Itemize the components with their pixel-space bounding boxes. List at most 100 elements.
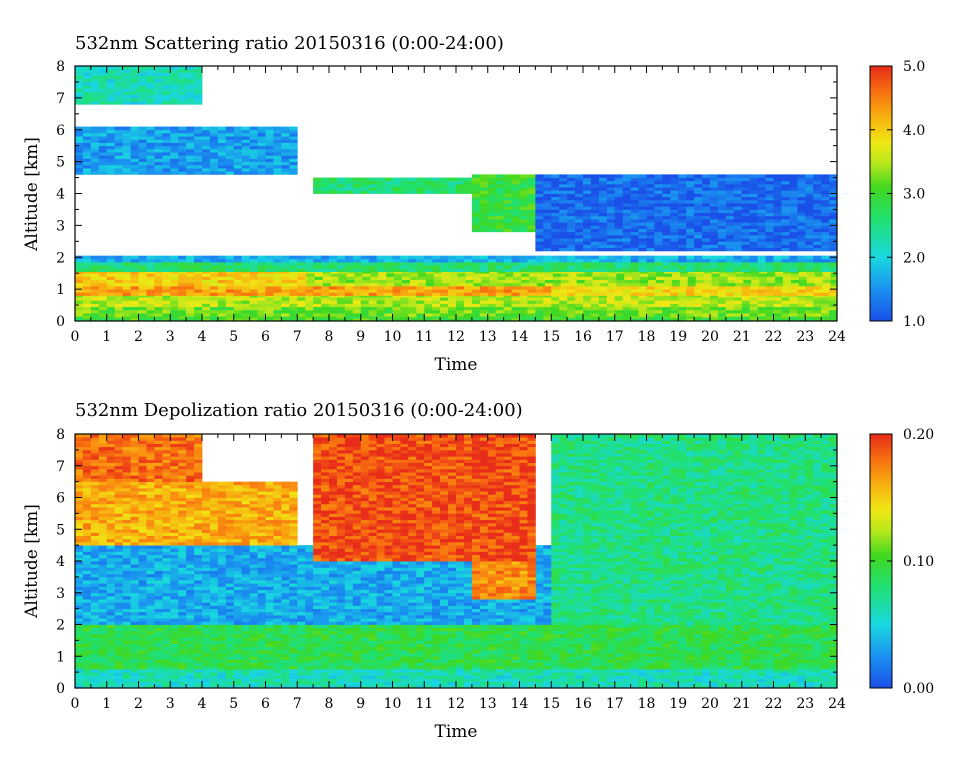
heatmap-cell — [440, 313, 449, 317]
heatmap-cell — [654, 313, 663, 317]
heatmap-cell — [362, 282, 371, 287]
heatmap-cell — [797, 225, 806, 229]
heatmap-cell — [376, 668, 385, 673]
heatmap-cell — [781, 668, 790, 673]
heatmap-cell — [352, 177, 362, 182]
heatmap-cell — [362, 279, 371, 284]
heatmap-cell — [194, 85, 203, 89]
heatmap-cell — [130, 265, 139, 269]
heatmap-cell — [805, 219, 814, 223]
heatmap-cell — [702, 300, 711, 304]
heatmap-cell — [630, 684, 639, 688]
heatmap-cell — [233, 262, 243, 266]
heatmap-cell — [400, 190, 409, 194]
heatmap-cell — [122, 656, 131, 660]
heatmap-cell — [552, 276, 562, 280]
heatmap-cell — [646, 244, 655, 249]
heatmap-cell — [249, 262, 258, 266]
heatmap-cell — [336, 684, 346, 688]
heatmap-cell — [725, 209, 735, 214]
heatmap-cell — [630, 265, 639, 269]
heatmap-cell — [441, 282, 451, 287]
heatmap-cell — [590, 268, 600, 272]
heatmap-cell — [368, 265, 378, 269]
heatmap-cell — [209, 255, 219, 260]
heatmap-cell — [106, 75, 116, 80]
heatmap-cell — [686, 196, 695, 201]
heatmap-cell — [305, 675, 314, 679]
heatmap-cell — [606, 209, 616, 214]
x-tick-label: 15 — [542, 329, 560, 345]
heatmap-cell — [710, 234, 719, 239]
heatmap-cell — [249, 640, 258, 644]
heatmap-cell — [257, 289, 266, 293]
heatmap-cell — [511, 177, 520, 182]
heatmap-cell — [765, 183, 774, 188]
heatmap-cell — [710, 289, 719, 293]
heatmap-cell — [487, 199, 497, 204]
heatmap-cell — [567, 203, 576, 207]
heatmap-cell — [376, 675, 385, 679]
heatmap-cell — [710, 292, 719, 296]
heatmap-cell — [202, 668, 211, 673]
heatmap-cell — [257, 297, 266, 301]
heatmap-cell — [225, 643, 235, 648]
heatmap-cell — [162, 75, 171, 80]
heatmap-cell — [273, 681, 282, 686]
heatmap-cell — [281, 681, 290, 686]
heatmap-cell — [622, 678, 632, 683]
heatmap-cell — [305, 285, 314, 290]
heatmap-cell — [360, 187, 370, 191]
heatmap-cell — [717, 316, 727, 319]
heatmap-cell — [217, 171, 227, 175]
heatmap-cell — [749, 228, 759, 233]
heatmap-cell — [598, 295, 608, 298]
heatmap-cell — [122, 279, 131, 284]
heatmap-cell — [146, 681, 155, 686]
heatmap-cell — [416, 262, 425, 266]
heatmap-cell — [749, 215, 759, 220]
heatmap-cell — [370, 273, 379, 277]
heatmap-cell — [170, 681, 179, 686]
heatmap-cell — [130, 675, 139, 679]
heatmap-cell — [265, 285, 274, 290]
heatmap-cell — [329, 268, 338, 272]
heatmap-cell — [75, 72, 84, 76]
heatmap-cell — [813, 183, 822, 188]
heatmap-cell — [590, 681, 600, 686]
heatmap-cell — [654, 219, 663, 223]
heatmap-cell — [646, 303, 655, 308]
heatmap-cell — [829, 300, 837, 304]
heatmap-cell — [416, 292, 425, 296]
heatmap-cell — [217, 653, 227, 657]
heatmap-cell — [400, 295, 409, 298]
heatmap-cell — [487, 215, 497, 220]
heatmap-cell — [813, 199, 822, 204]
heatmap-cell — [622, 225, 632, 229]
heatmap-cell — [663, 273, 673, 277]
heatmap-cell — [813, 672, 822, 676]
heatmap-cell — [273, 132, 282, 137]
heatmap-cell — [765, 174, 774, 178]
heatmap-cell — [543, 295, 552, 298]
heatmap-cell — [186, 637, 195, 641]
heatmap-cell — [590, 215, 600, 220]
heatmap-cell — [781, 187, 790, 191]
heatmap-cell — [146, 85, 155, 89]
heatmap-cell — [765, 675, 774, 679]
heatmap-cell — [138, 300, 147, 304]
heatmap-cell — [521, 273, 530, 277]
heatmap-cell — [233, 285, 243, 290]
heatmap-cell — [749, 255, 759, 260]
heatmap-cell — [432, 297, 441, 301]
heatmap-cell — [775, 273, 784, 277]
heatmap-cell — [249, 282, 258, 287]
heatmap-cell — [789, 317, 798, 321]
heatmap-cell — [384, 313, 393, 317]
heatmap-cell — [154, 164, 163, 169]
heatmap-cell — [313, 681, 322, 686]
heatmap-cell — [662, 306, 671, 311]
heatmap-cell — [305, 678, 314, 683]
heatmap-cell — [162, 665, 171, 670]
heatmap-cell — [702, 209, 711, 214]
